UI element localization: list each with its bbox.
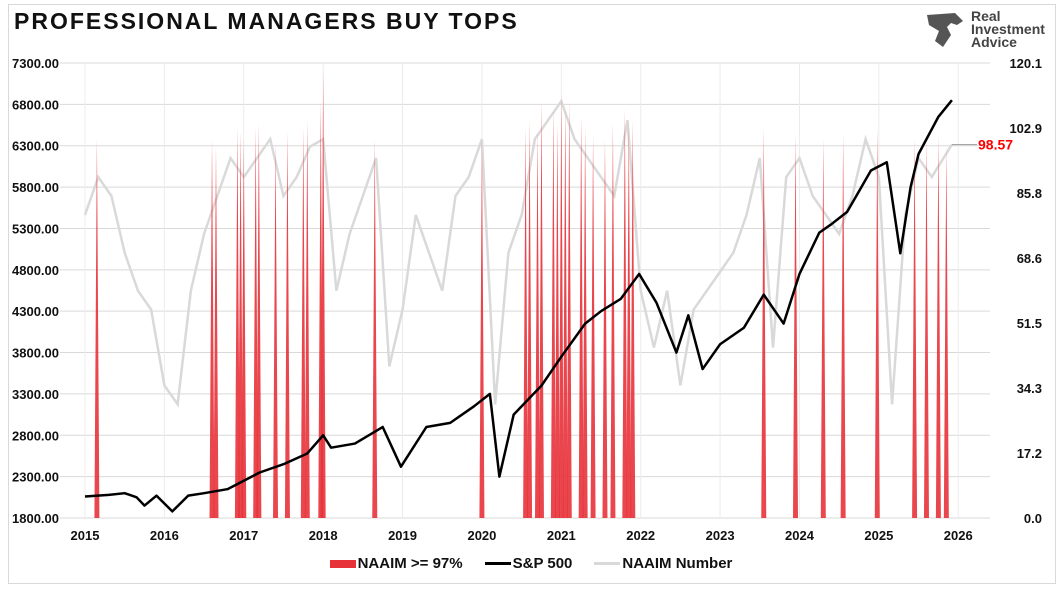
naaim-high-spike [238,131,244,518]
naaim-high-spike [578,116,584,519]
naaim-high-spike [94,139,100,518]
left-axis-tick-label: 6300.00 [12,139,59,154]
naaim-high-spike [630,120,636,519]
logo: Real Investment Advice [925,8,1045,50]
naaim-high-spike [558,93,564,519]
x-axis-tick-label: 2026 [944,528,973,543]
right-axis-tick-label: 17.2 [1017,446,1042,461]
left-axis-tick-label: 1800.00 [12,511,59,526]
x-axis-tick-label: 2015 [71,528,100,543]
naaim-high-spike [234,127,240,519]
naaim-high-spike [602,139,608,518]
naaim-high-spike [523,127,529,519]
right-axis-tick-label: 120.1 [1009,56,1042,71]
naaim-high-spike [820,139,826,518]
x-axis-tick-label: 2023 [706,528,735,543]
naaim-high-spike [320,70,326,518]
naaim-high-spike [626,123,632,519]
left-axis-tick-label: 3800.00 [12,346,59,361]
x-axis-tick-label: 2024 [785,528,815,543]
naaim-line [83,98,953,408]
left-axis-tick-label: 5800.00 [12,180,59,195]
naaim-high-spike [284,131,290,518]
naaim-high-spike [256,123,262,519]
right-axis-tick-label: 51.5 [1017,316,1042,331]
naaim-high-spike [273,142,279,518]
naaim-high-spike [304,120,310,519]
legend-label: NAAIM >= 97% [357,555,463,572]
naaim-high-spike [253,127,259,519]
naaim-high-spike [562,108,568,518]
left-axis-tick-label: 7300.00 [12,56,59,71]
naaim-high-spike [912,139,918,518]
right-axis-tick-label: 85.8 [1017,186,1042,201]
naaim-high-spike [923,139,929,518]
legend: NAAIM >= 97% S&P 500 NAAIM Number [0,555,1062,572]
naaim-high-spike [935,135,941,518]
logo-line: Investment [971,21,1045,37]
naaim-high-spike [943,146,949,518]
left-axis-tick-label: 3300.00 [12,387,59,402]
legend-swatch [484,562,511,565]
naaim-high-spike [840,135,846,518]
left-axis-tick-label: 4800.00 [12,263,59,278]
naaim-high-spike [479,139,485,518]
x-axis-tick-label: 2025 [864,528,893,543]
naaim-high-spike [527,120,533,519]
naaim-high-spike [535,131,540,518]
naaim-high-spike [554,123,560,519]
chart-frame [8,4,1056,584]
naaim-high-spike [550,108,556,518]
logo-line: Real [971,8,1001,24]
sp500-line [84,99,953,513]
x-axis-tick-label: 2018 [309,528,338,543]
naaim-high-spike [610,123,616,519]
eagle-logo-icon [927,12,963,47]
left-axis-tick-label: 2800.00 [12,428,59,443]
legend-item-naaim-high: NAAIM >= 97% [329,555,463,572]
latest-value-label: 98.57 [978,137,1013,153]
naaim-high-spike [241,139,247,518]
x-axis-tick-label: 2016 [150,528,179,543]
chart-title: PROFESSIONAL MANAGERS BUY TOPS [14,8,519,34]
legend-label: S&P 500 [512,555,573,572]
left-axis-tick-label: 2300.00 [12,470,59,485]
x-axis-tick-label: 2017 [229,528,258,543]
naaim-high-spike [590,135,596,518]
right-axis-tick-label: 68.6 [1017,251,1042,266]
legend-item-naaim: NAAIM Number [594,555,732,572]
right-axis-tick-label: 34.3 [1017,381,1042,396]
left-axis-tick-label: 4300.00 [12,304,59,319]
naaim-high-spike [622,108,628,518]
legend-item-sp500: S&P 500 [484,555,573,572]
logo-line: Advice [971,34,1017,50]
naaim-high-spike [761,127,767,519]
naaim-high-spike [372,139,378,518]
x-axis-tick-label: 2022 [626,528,655,543]
logo-text: Real Investment Advice [971,8,1045,50]
legend-label: NAAIM Number [622,555,733,572]
naaim-high-spike [566,101,572,518]
left-axis-tick-label: 6800.00 [12,97,59,112]
naaim-high-spike [874,127,880,519]
left-axis-tick-label: 5300.00 [12,221,59,236]
naaim-high-spike [538,101,544,518]
naaim-high-spike [209,139,215,518]
right-axis-tick-label: 102.9 [1009,121,1042,136]
legend-swatch [329,559,356,568]
x-axis-tick-label: 2019 [388,528,417,543]
legend-swatch [594,562,621,565]
naaim-high-spike [793,135,799,518]
naaim-high-spike [213,146,219,518]
right-axis-tick-label: 0.0 [1024,511,1042,526]
naaim-high-spike [300,127,306,519]
x-axis-tick-label: 2020 [467,528,496,543]
x-axis-tick-label: 2021 [547,528,576,543]
